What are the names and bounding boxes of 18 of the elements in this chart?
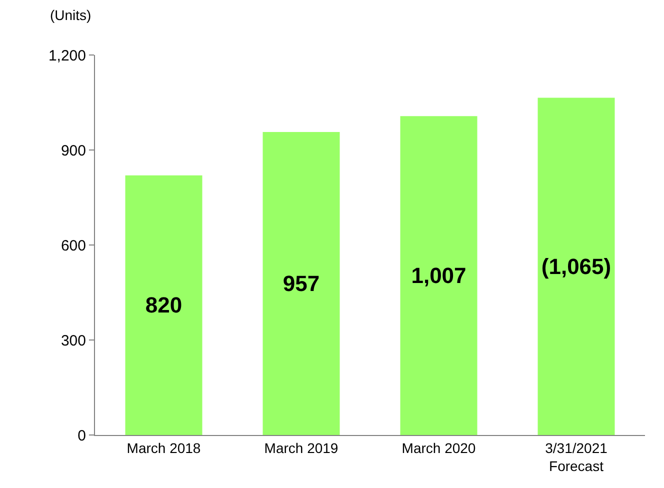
- data-label: (1,065): [541, 254, 612, 279]
- bar: [262, 132, 340, 435]
- data-label: 1,007: [411, 263, 466, 288]
- data-label: 957: [282, 270, 320, 296]
- y-tick-label: 0: [78, 427, 86, 444]
- bar: [538, 98, 615, 435]
- x-tick-label: March 2018: [126, 440, 201, 456]
- bar: [125, 175, 202, 435]
- x-tick-label: March 2020: [402, 440, 476, 456]
- y-axis-title: (Units): [50, 7, 92, 23]
- data-label: 820: [145, 292, 182, 318]
- y-tick-label: 600: [60, 237, 86, 254]
- bar: [400, 116, 478, 435]
- x-tick-label: 3/31/2021 Forecast: [545, 440, 608, 474]
- y-tick-label: 1,200: [48, 47, 86, 64]
- x-tick-label: March 2019: [264, 440, 338, 456]
- y-tick-label: 300: [60, 332, 86, 350]
- y-tick-label: 900: [60, 142, 86, 160]
